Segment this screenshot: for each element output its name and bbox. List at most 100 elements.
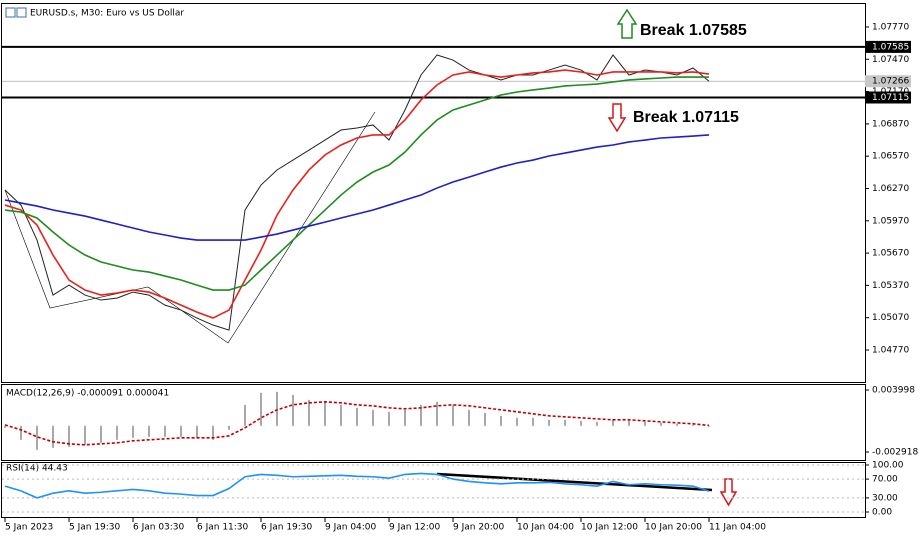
y-tick-label: 1.05070 [872,313,909,323]
title-icons [5,7,27,18]
y-tick-label: 1.05370 [872,281,909,291]
y-tick-label: 1.07770 [872,22,909,32]
x-tick-label: 10 Jan 20:00 [645,523,702,533]
rsi-panel [1,462,866,518]
macd-bar [244,404,246,426]
macd-bar [612,419,614,426]
current-price-label: 1.07266 [872,77,909,87]
y-tick-label: 100.00 [872,461,904,471]
x-tick-label: 5 Jan 2023 [5,523,53,533]
y-tick-label: 30.00 [872,493,898,503]
macd-bar [532,417,534,426]
macd-bar [404,409,406,426]
macd-bar [68,425,70,447]
macd-bar [212,425,214,440]
macd-bar [356,407,358,426]
indicator-line [4,69,710,319]
macd-bar [644,421,646,426]
level-tag [865,91,911,104]
x-tick-label: 10 Jan 04:00 [517,523,574,533]
macd-bar [276,391,278,426]
macd-bar [20,425,22,440]
macd-bar [548,419,550,426]
macd-bar [676,423,678,426]
y-tick-label: 1.06870 [872,119,909,129]
price-line [4,54,710,331]
annotation: Break 1.07115 [633,109,739,126]
level-label: 1.07585 [872,42,909,52]
macd-bar [132,425,134,438]
x-tick-label: 6 Jan 03:30 [133,523,185,533]
macd-bar [196,425,198,438]
current-price-tag [865,75,911,88]
macd-bar [116,425,118,440]
macd-panel [1,384,866,461]
indicator-line [4,134,710,241]
x-tick-label: 9 Jan 12:00 [389,523,441,533]
y-tick-label: 1.05970 [872,216,909,226]
macd-bar [36,425,38,450]
indicator-line [4,472,710,499]
main-panel [1,3,866,383]
x-tick-label: 9 Jan 20:00 [453,523,505,533]
macd-bar [436,401,438,426]
down-arrow [607,103,627,133]
macd-bar [148,425,150,437]
macd-bar [52,425,54,448]
macd-bar [388,411,390,426]
y-tick-label: 1.06570 [872,152,909,162]
macd-bar [708,425,710,427]
rsi-down-arrow [719,478,738,507]
macd-bar [292,394,294,426]
rsi-title: RSI(14) 44.43 [6,464,68,474]
macd-bar [452,404,454,426]
macd-bar [4,425,6,428]
y-tick-label: 0.00 [872,507,892,517]
macd-bar [596,421,598,426]
up-arrow [616,8,638,39]
annotation: Break 1.07585 [640,22,747,39]
macd-bar [308,399,310,426]
macd-bar [372,409,374,426]
y-tick-label: 1.04770 [872,346,909,356]
macd-bar [228,425,230,430]
macd-bar [468,409,470,426]
macd-bar [660,422,662,426]
y-tick-label: 1.06270 [872,184,909,194]
chart-title: EURUSD.s, M30: Euro vs US Dollar [30,9,184,19]
macd-bar [420,404,422,426]
y-tick-label: 1.05670 [872,249,909,259]
macd-bar [484,412,486,426]
level-tag [865,40,911,53]
macd-bar [516,417,518,426]
macd-bar [628,420,630,426]
macd-bar [564,419,566,426]
macd-bar [164,425,166,437]
macd-bar [580,420,582,426]
macd-bar [340,404,342,426]
macd-bar [692,424,694,426]
x-tick-label: 6 Jan 11:30 [197,523,249,533]
rsi-trendline [436,472,713,492]
signal-line [4,401,710,446]
y-tick-label: 0.003998 [872,385,915,395]
x-tick-label: 5 Jan 19:30 [69,523,121,533]
level-label: 1.07115 [872,93,909,103]
macd-bar [260,392,262,426]
y-tick-label: 1.07470 [872,55,909,65]
x-tick-label: 6 Jan 19:30 [261,523,313,533]
macd-bar [500,415,502,426]
indicator-line [4,76,709,291]
macd-bar [180,425,182,437]
zigzag [4,111,376,344]
x-tick-label: 11 Jan 04:00 [709,523,766,533]
macd-bar [324,401,326,426]
macd-bar [100,425,102,443]
x-tick-label: 9 Jan 04:00 [325,523,377,533]
x-tick-label: 10 Jan 12:00 [581,523,638,533]
macd-title: MACD(12,26,9) -0.000091 0.000041 [6,389,169,399]
macd-bar [84,425,86,445]
y-tick-label: -0.002918 [872,448,918,458]
